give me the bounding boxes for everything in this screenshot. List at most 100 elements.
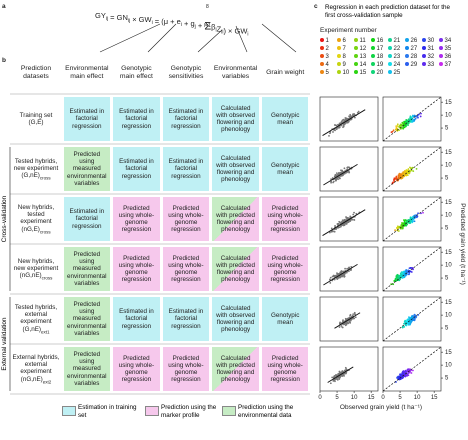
legend-number: 23	[394, 54, 401, 60]
legend-number: 11	[360, 38, 367, 44]
scatter-point	[409, 216, 412, 219]
legend-dot	[354, 70, 358, 74]
legend-dot	[388, 54, 392, 58]
scatter-point	[403, 219, 406, 222]
method-cell: Calculated with observed flowering and p…	[212, 97, 259, 141]
scatter-point	[334, 380, 336, 383]
method-cell: Calculated with predicted flowering and …	[212, 197, 259, 241]
scatter-point	[411, 316, 414, 318]
scatter-point	[350, 218, 353, 221]
dataset-name: New hybrids, new experiment (nG,nE)cross	[10, 244, 62, 294]
legend-number: 33	[428, 62, 435, 68]
method-cell: Estimated in factorial regression	[162, 297, 210, 341]
x-tick-label: 10	[351, 395, 358, 401]
scatter-point	[411, 220, 414, 223]
scatter-point	[338, 122, 341, 125]
legend-number: 37	[445, 62, 452, 68]
dataset-name: Training set (G,E)	[10, 94, 62, 144]
scatter-point	[398, 278, 401, 281]
x-tick-label: 0	[318, 395, 322, 401]
legend-dot	[337, 62, 341, 66]
scatter-point	[401, 227, 404, 230]
plot-frame	[382, 146, 442, 192]
regression-line	[322, 209, 366, 236]
scatter-point	[399, 272, 402, 275]
column-header: Genotypic main effect	[119, 65, 153, 80]
equation-arrows	[99, 23, 297, 53]
scatter-point	[329, 231, 331, 234]
scatter-point	[341, 119, 344, 122]
legend-number: 21	[394, 38, 401, 44]
scatter-point	[417, 212, 419, 215]
scatter-point	[340, 325, 343, 327]
scatter-point	[353, 211, 355, 214]
x-tick-label: 0	[381, 395, 385, 401]
legend-number: 31	[428, 46, 435, 52]
scatter-point	[411, 120, 414, 123]
identity-line	[382, 146, 442, 192]
legend-label: Prediction using the environmental data	[238, 404, 294, 419]
equation-term: GY	[95, 11, 106, 20]
y-tick-label: 15	[445, 350, 452, 356]
scatter-point	[401, 124, 404, 127]
scatter-point	[330, 178, 332, 180]
scatter-point	[408, 371, 411, 374]
scatter-point	[408, 271, 411, 274]
side-label: Cross-validation	[1, 195, 8, 243]
y-tick-label: 15	[445, 150, 452, 156]
scatter-point	[395, 276, 398, 279]
equation-subscript: il	[221, 30, 223, 36]
scatter-point	[350, 115, 353, 118]
legend-dot	[337, 54, 341, 58]
legend-dot	[371, 54, 375, 58]
legend-number: 22	[394, 46, 401, 52]
scatter-point	[355, 212, 358, 215]
plot-frame	[382, 296, 442, 342]
scatter-point	[411, 114, 414, 117]
legend-number: 5	[326, 70, 330, 76]
scatter-point	[417, 113, 420, 116]
scatter-point	[332, 274, 335, 277]
scatter-point	[409, 222, 412, 224]
equation-term: ) × GW	[223, 27, 248, 36]
legend-number: 25	[394, 70, 401, 76]
scatter-point	[417, 116, 419, 119]
legend-number: 4	[326, 62, 330, 68]
method-cell: Estimated in factorial regression	[162, 147, 210, 191]
scatter-point	[412, 170, 415, 172]
legend-dot	[388, 46, 392, 50]
column-header: Environmental main effect	[65, 65, 109, 80]
scatter-point	[354, 316, 357, 319]
scatter-point	[411, 369, 414, 372]
method-cell: Genotypic mean	[261, 297, 309, 341]
legend-title: Experiment number	[320, 27, 378, 34]
scatter-point	[330, 180, 333, 183]
scatter-point	[399, 174, 402, 177]
legend-dot	[354, 46, 358, 50]
scatter-point	[400, 275, 402, 278]
scatter-point	[404, 324, 407, 327]
legend-number: 9	[343, 62, 347, 68]
scatter-point	[332, 131, 334, 133]
scatter-point	[339, 222, 342, 224]
panel-label: a	[2, 3, 6, 10]
scatter-point	[411, 217, 414, 220]
legend-dot	[405, 54, 409, 58]
legend-number: 16	[377, 38, 384, 44]
scatter-point	[343, 222, 346, 225]
scatter-point	[413, 313, 416, 316]
legend-number: 7	[343, 46, 347, 52]
legend-dot	[371, 70, 375, 74]
method-cell: Calculated with predicted flowering and …	[212, 247, 259, 291]
scatter-point	[345, 323, 348, 326]
dataset-name: Tested hybrids, external experiment (G,nE…	[10, 294, 62, 344]
legend-dot	[320, 38, 324, 42]
scatter-point	[345, 217, 348, 219]
y-tick-label: 10	[445, 363, 452, 369]
x-tick-label: 10	[414, 395, 421, 401]
dataset-code-text: (nG,nE)	[20, 375, 43, 383]
legend-number: 35	[445, 46, 452, 52]
scatter-point	[414, 117, 417, 120]
equation-term: = (μ + e	[153, 17, 181, 26]
scatter-point	[330, 227, 333, 230]
